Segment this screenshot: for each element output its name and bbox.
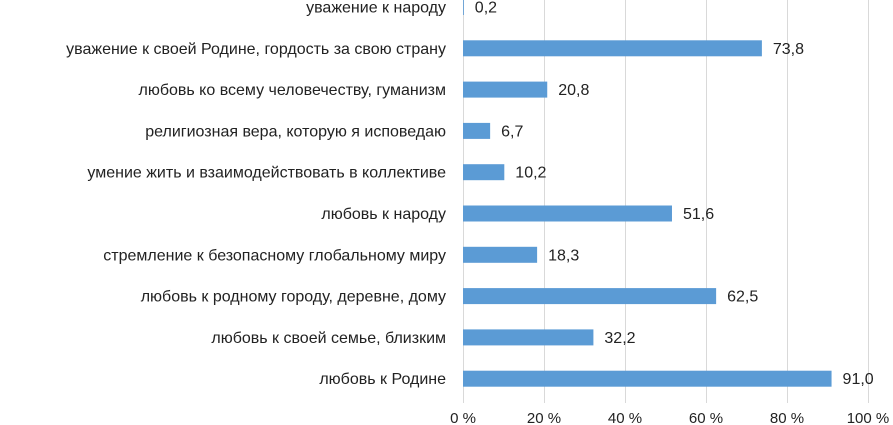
value-label: 32,2 <box>604 330 635 347</box>
bar <box>463 246 538 263</box>
category-labels: уважение к народу уважение к своей Родине… <box>66 0 446 388</box>
bars <box>463 0 832 387</box>
x-tick-label: 60 % <box>689 410 723 425</box>
x-tick-label: 100 % <box>847 410 890 425</box>
category-label: стремление к безопасному глобальному мир… <box>103 247 446 264</box>
category-label: уважение к народу <box>306 0 446 17</box>
value-labels: 0,2 73,8 20,8 6,7 10,2 51,6 18,3 62,5 32,2 91,0 <box>475 0 874 388</box>
value-label: 20,8 <box>558 82 589 99</box>
bar <box>463 370 832 387</box>
category-label: уважение к своей Родине, гордость за сво… <box>66 41 446 58</box>
value-label: 10,2 <box>515 165 546 182</box>
value-label: 91,0 <box>843 371 874 388</box>
category-label: религиозная вера, которую я исповедаю <box>145 123 446 140</box>
x-tick-label: 20 % <box>527 410 561 425</box>
category-label: любовь к народу <box>321 206 446 223</box>
bar <box>463 329 594 346</box>
x-axis-tick-labels: 0 % 20 % 40 % 60 % 80 % 100 % <box>450 410 889 425</box>
category-label: любовь к Родине <box>319 371 446 388</box>
bar <box>463 205 672 222</box>
category-label: любовь к родному городу, деревне, дому <box>141 289 446 306</box>
category-label: любовь к своей семье, близким <box>211 330 446 347</box>
value-label: 62,5 <box>727 289 758 306</box>
x-tick-label: 0 % <box>450 410 476 425</box>
bar <box>463 40 762 57</box>
value-label: 18,3 <box>548 247 579 264</box>
category-label: любовь ко всему человечеству, гуманизм <box>138 82 446 99</box>
value-label: 0,2 <box>475 0 497 17</box>
value-label: 73,8 <box>773 41 804 58</box>
bar <box>463 0 464 15</box>
x-tick-label: 80 % <box>770 410 804 425</box>
bar <box>463 164 505 181</box>
value-label: 6,7 <box>501 123 523 140</box>
x-tick-label: 40 % <box>608 410 642 425</box>
category-label: умение жить и взаимодействовать в коллек… <box>87 165 446 182</box>
bar <box>463 288 717 305</box>
bar <box>463 122 491 139</box>
value-label: 51,6 <box>683 206 714 223</box>
bar <box>463 81 548 98</box>
